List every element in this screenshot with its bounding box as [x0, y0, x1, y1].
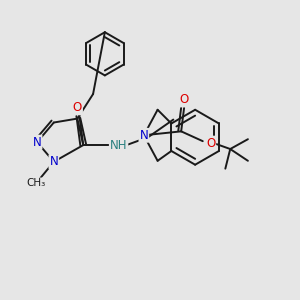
Text: O: O — [179, 93, 189, 106]
Text: O: O — [206, 136, 215, 150]
Text: CH₃: CH₃ — [26, 178, 46, 188]
Text: N: N — [33, 136, 41, 148]
Text: NH: NH — [110, 139, 127, 152]
Text: O: O — [73, 101, 82, 114]
Text: N: N — [50, 155, 58, 168]
Text: N: N — [140, 129, 148, 142]
